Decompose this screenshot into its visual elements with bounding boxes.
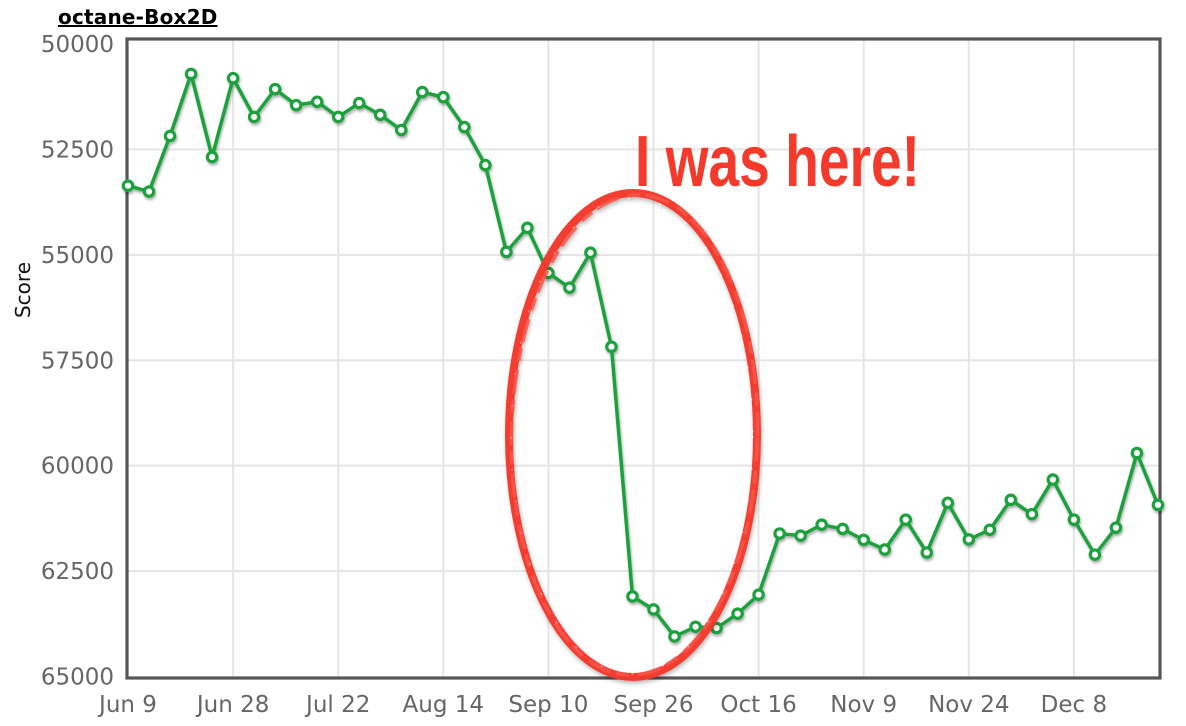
- x-tick-label: Sep 10: [508, 692, 588, 718]
- data-point-marker[interactable]: [373, 108, 387, 122]
- data-point-marker[interactable]: [247, 110, 261, 124]
- data-point-marker[interactable]: [689, 620, 702, 634]
- y-tick-label: 60000: [41, 454, 114, 480]
- data-point-marker[interactable]: [1067, 513, 1081, 526]
- y-tick-label: 55000: [41, 243, 114, 269]
- annotation-ellipse: [505, 189, 761, 681]
- data-point-marker[interactable]: [752, 588, 765, 601]
- gridlines: [127, 39, 1160, 678]
- data-point-marker[interactable]: [121, 179, 135, 192]
- data-point-marker[interactable]: [647, 603, 660, 616]
- data-point-marker[interactable]: [500, 245, 513, 259]
- data-point-marker[interactable]: [415, 85, 429, 99]
- data-point-marker[interactable]: [605, 340, 618, 354]
- x-tick-label: Nov 9: [830, 692, 897, 718]
- y-tick-label: 65000: [41, 665, 114, 691]
- x-tick-label: Dec 8: [1041, 692, 1107, 718]
- chart-title[interactable]: octane-Box2D: [58, 5, 218, 29]
- x-tick-label: Aug 14: [403, 692, 485, 718]
- data-point-marker[interactable]: [563, 281, 576, 295]
- data-point-marker[interactable]: [1130, 446, 1144, 460]
- data-point-marker[interactable]: [626, 590, 639, 603]
- x-tick-label: Jun 9: [97, 692, 157, 718]
- x-tick-label: Sep 26: [614, 692, 694, 718]
- data-point-marker[interactable]: [1025, 507, 1039, 521]
- data-point-marker[interactable]: [878, 543, 892, 556]
- y-tick-label: 50000: [41, 32, 114, 58]
- data-point-marker[interactable]: [521, 221, 534, 235]
- data-point-marker[interactable]: [458, 120, 471, 134]
- data-point-marker[interactable]: [310, 95, 324, 109]
- data-point-marker[interactable]: [899, 513, 913, 526]
- y-tick-label: 52500: [41, 137, 114, 163]
- data-point-marker[interactable]: [163, 129, 177, 143]
- data-point-marker[interactable]: [1109, 521, 1123, 534]
- y-tick-label: 57500: [41, 348, 114, 374]
- data-point-marker[interactable]: [289, 98, 303, 112]
- data-point-marker[interactable]: [479, 158, 492, 172]
- data-point-marker[interactable]: [394, 123, 408, 137]
- data-point-marker[interactable]: [184, 67, 198, 81]
- x-tick-label: Nov 24: [928, 692, 1009, 718]
- data-point-marker[interactable]: [205, 150, 219, 164]
- data-point-marker[interactable]: [857, 533, 870, 547]
- data-point-marker[interactable]: [584, 246, 597, 260]
- x-tick-label: Oct 16: [720, 692, 796, 718]
- x-tick-label: Jun 28: [195, 692, 270, 718]
- data-point-marker[interactable]: [983, 523, 997, 537]
- y-tick-label: 62500: [41, 559, 114, 585]
- data-point-marker[interactable]: [731, 607, 744, 620]
- data-point-marker[interactable]: [352, 96, 366, 110]
- data-point-marker[interactable]: [773, 527, 786, 540]
- x-tick-label: Jul 22: [304, 692, 370, 718]
- data-point-marker[interactable]: [815, 518, 828, 531]
- annotation-text: I was here!: [635, 122, 920, 202]
- data-point-marker[interactable]: [331, 110, 345, 124]
- data-point-marker[interactable]: [1004, 493, 1018, 507]
- series-octane-box2d: [121, 67, 1165, 643]
- data-point-marker[interactable]: [1088, 548, 1102, 561]
- data-point-marker[interactable]: [836, 522, 849, 536]
- data-point-marker[interactable]: [1151, 498, 1165, 512]
- data-point-marker[interactable]: [794, 529, 807, 542]
- data-point-marker[interactable]: [920, 546, 934, 559]
- data-point-marker[interactable]: [142, 185, 156, 198]
- data-point-marker[interactable]: [962, 533, 976, 546]
- data-point-marker[interactable]: [1046, 473, 1060, 486]
- data-point-marker[interactable]: [268, 82, 282, 96]
- data-point-marker[interactable]: [668, 630, 681, 643]
- data-point-marker[interactable]: [941, 496, 955, 510]
- data-point-marker[interactable]: [226, 71, 240, 85]
- data-point-marker[interactable]: [436, 90, 450, 104]
